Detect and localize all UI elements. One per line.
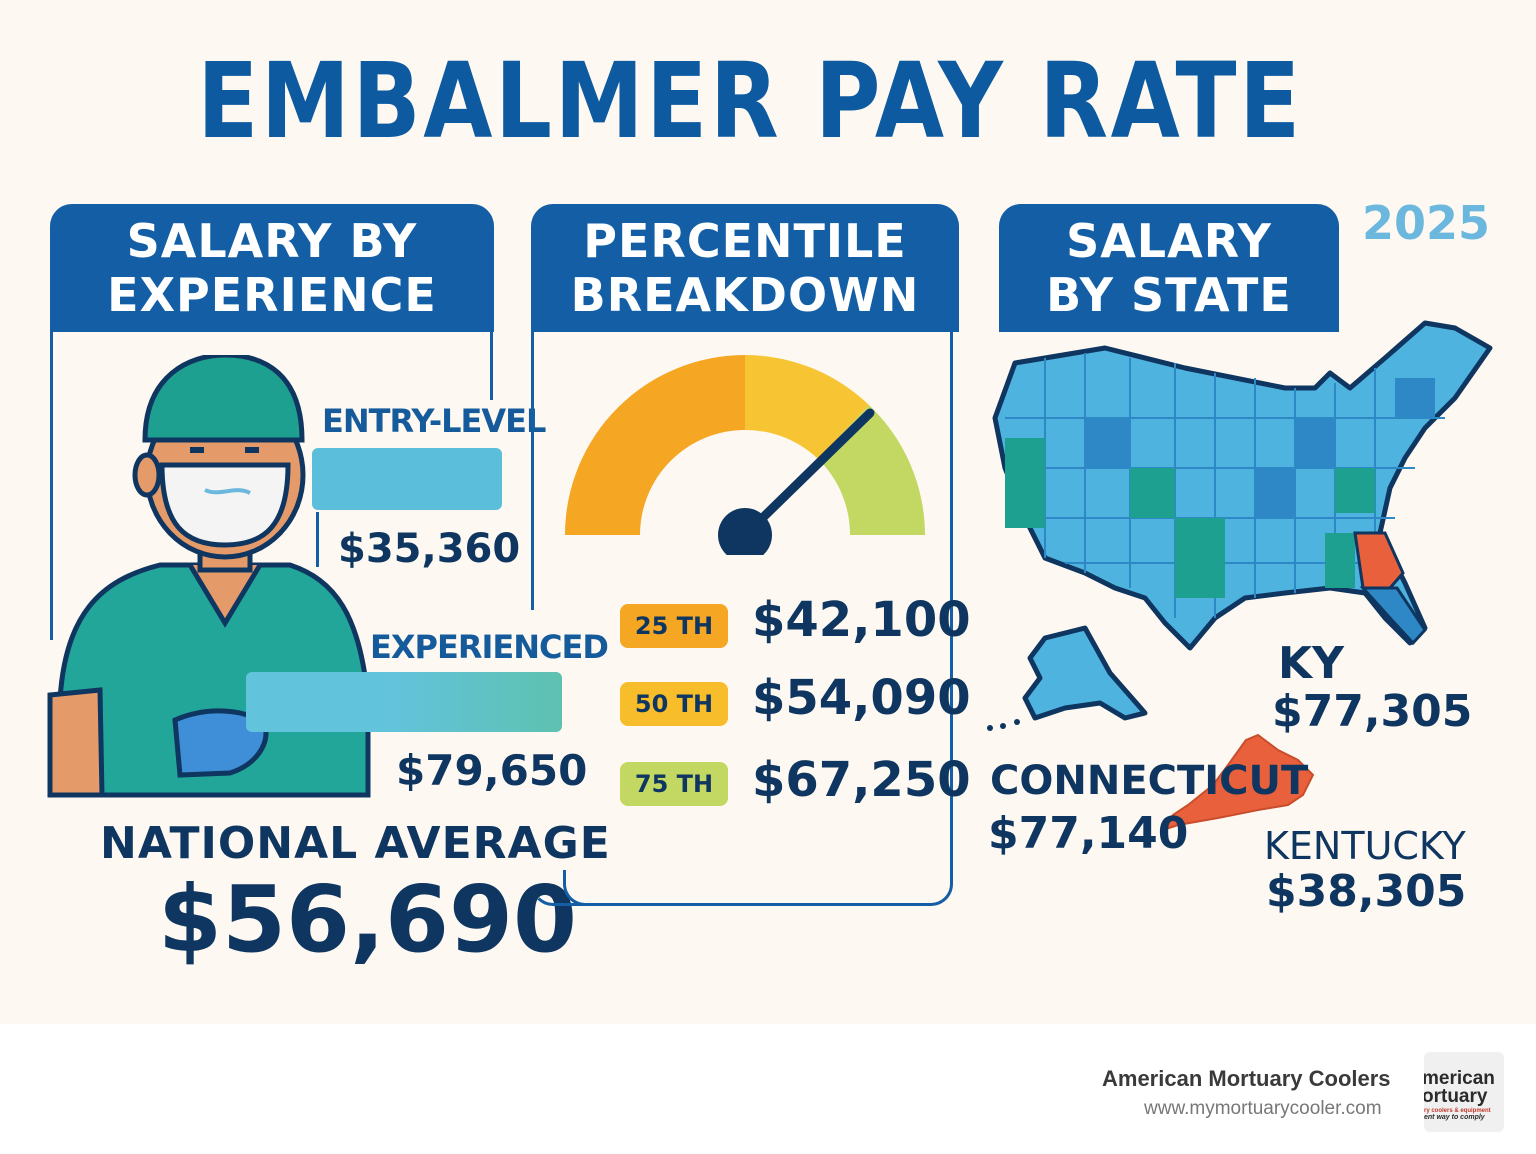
- percentile-heading-line1: PERCENTILE: [583, 214, 907, 268]
- experience-frame-left: [50, 330, 53, 640]
- entry-level-label: ENTRY-LEVEL: [322, 402, 546, 440]
- embalmer-illustration: [47, 355, 371, 798]
- year-label: 2025: [1362, 196, 1491, 250]
- alaska-shape: [1022, 625, 1148, 721]
- logo-line-3: ry coolers & equipment: [1424, 1108, 1491, 1114]
- national-average-label: NATIONAL AVERAGE: [100, 818, 611, 869]
- percentile-frame-left-upper: [531, 330, 534, 610]
- percentile-75-badge: 75 TH: [620, 762, 728, 806]
- georgia-highlight: [1353, 531, 1405, 590]
- experienced-bar: [246, 672, 562, 732]
- brand-logo: merican ortuary ry coolers & equipment e…: [1424, 1052, 1504, 1132]
- gauge-needle: [740, 408, 875, 540]
- ky-label: KY: [1278, 638, 1344, 689]
- percentile-25-value: $42,100: [752, 592, 971, 648]
- gauge-segment-low: [565, 355, 745, 535]
- percentile-panel-header: PERCENTILE BREAKDOWN: [531, 204, 959, 332]
- percentile-50-badge: 50 TH: [620, 682, 728, 726]
- percentile-50-value: $54,090: [752, 670, 971, 726]
- state-heading-line2: BY STATE: [1046, 268, 1292, 322]
- connecticut-value: $77,140: [988, 808, 1189, 859]
- percentile-heading-line2: BREAKDOWN: [570, 268, 920, 322]
- kentucky-value: $38,305: [1266, 866, 1467, 917]
- ky-value: $77,305: [1272, 686, 1473, 737]
- experienced-value: $79,650: [396, 746, 588, 795]
- experience-heading-line2: EXPERIENCE: [107, 268, 437, 322]
- percentile-frame-left-corner: [563, 870, 603, 906]
- percentile-75-value: $67,250: [752, 752, 971, 808]
- experience-heading-line1: SALARY BY: [126, 214, 418, 268]
- national-average-value: $56,690: [158, 866, 578, 973]
- state-heading-line1: SALARY: [1066, 214, 1272, 268]
- percentile-25-badge: 25 TH: [620, 604, 728, 648]
- page-title: EMBALMER PAY RATE: [197, 40, 1303, 162]
- logo-line-4: ent way to comply: [1424, 1114, 1485, 1121]
- footer-url[interactable]: www.mymortuarycooler.com: [1144, 1098, 1382, 1119]
- experienced-label: EXPERIENCED: [370, 628, 609, 666]
- connecticut-label: CONNECTICUT: [990, 758, 1309, 804]
- entry-level-bar: [312, 448, 502, 510]
- logo-line-1: merican: [1424, 1068, 1495, 1089]
- state-panel-header: SALARY BY STATE: [999, 204, 1339, 332]
- entry-level-value: $35,360: [338, 526, 521, 572]
- percentile-gauge: [565, 355, 925, 555]
- gauge-segment-mid: [745, 355, 869, 459]
- florida-shape: [1359, 586, 1427, 646]
- us-map: [987, 320, 1493, 731]
- logo-line-2: ortuary: [1424, 1086, 1488, 1107]
- footer-brand-name: American Mortuary Coolers: [1102, 1066, 1391, 1091]
- us-mainland-shape: [992, 320, 1493, 651]
- footer-bar: [0, 1024, 1536, 1154]
- experience-frame-right: [490, 330, 493, 400]
- entry-bar-stem: [316, 512, 319, 567]
- kentucky-shape: [1160, 733, 1315, 832]
- experience-panel-header: SALARY BY EXPERIENCE: [50, 204, 494, 332]
- kentucky-label: KENTUCKY: [1264, 824, 1466, 868]
- percentile-frame: [531, 330, 953, 906]
- gauge-hub: [718, 508, 772, 555]
